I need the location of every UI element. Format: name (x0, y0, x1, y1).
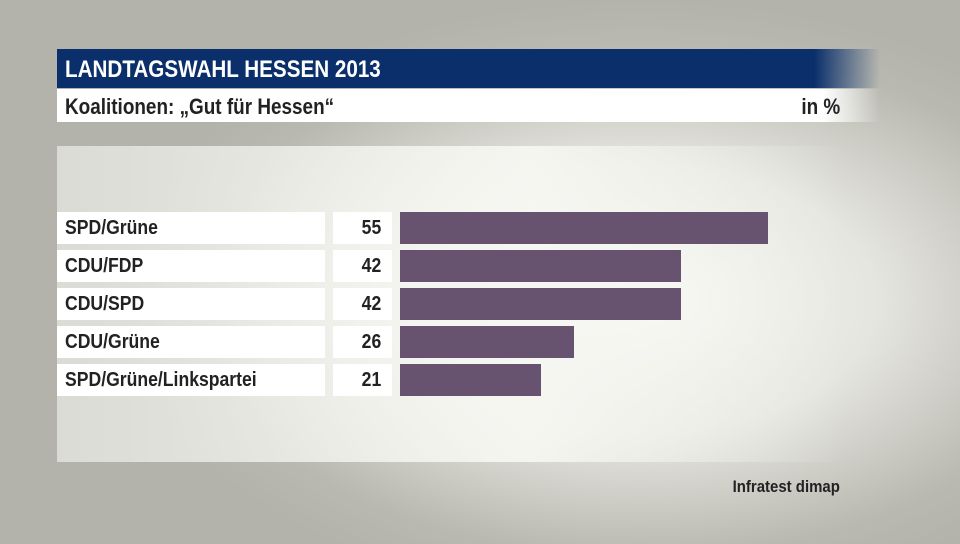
chart-title: LANDTAGSWAHL HESSEN 2013 (65, 56, 381, 83)
value-label-box: 42 (333, 250, 392, 282)
chart-header: LANDTAGSWAHL HESSEN 2013 (57, 49, 880, 88)
bar (400, 250, 682, 282)
value-label-box: 55 (333, 212, 392, 244)
category-label: SPD/Grüne/Linkspartei (65, 369, 257, 391)
category-label-box: CDU/FDP (57, 250, 325, 282)
category-label: CDU/SPD (65, 293, 145, 315)
category-label: CDU/FDP (65, 255, 144, 277)
value-label: 26 (361, 331, 381, 353)
category-label: SPD/Grüne (65, 217, 158, 239)
value-label: 42 (361, 255, 381, 277)
value-label: 42 (361, 293, 381, 315)
category-label-box: CDU/SPD (57, 288, 325, 320)
chart-subheader: Koalitionen: „Gut für Hessen“ in % (57, 89, 880, 122)
unit-label: in % (801, 94, 840, 119)
chart-subtitle: Koalitionen: „Gut für Hessen“ (65, 94, 335, 119)
bar (400, 364, 541, 396)
bar (400, 326, 574, 358)
category-label-box: SPD/Grüne/Linkspartei (57, 364, 325, 396)
source-label: Infratest dimap (732, 477, 840, 496)
value-label-box: 21 (333, 364, 392, 396)
bar (400, 212, 768, 244)
value-label-box: 42 (333, 288, 392, 320)
value-label-box: 26 (333, 326, 392, 358)
value-label: 55 (361, 217, 381, 239)
category-label-box: SPD/Grüne (57, 212, 325, 244)
category-label-box: CDU/Grüne (57, 326, 325, 358)
value-label: 21 (361, 369, 381, 391)
bar (400, 288, 682, 320)
category-label: CDU/Grüne (65, 331, 160, 353)
